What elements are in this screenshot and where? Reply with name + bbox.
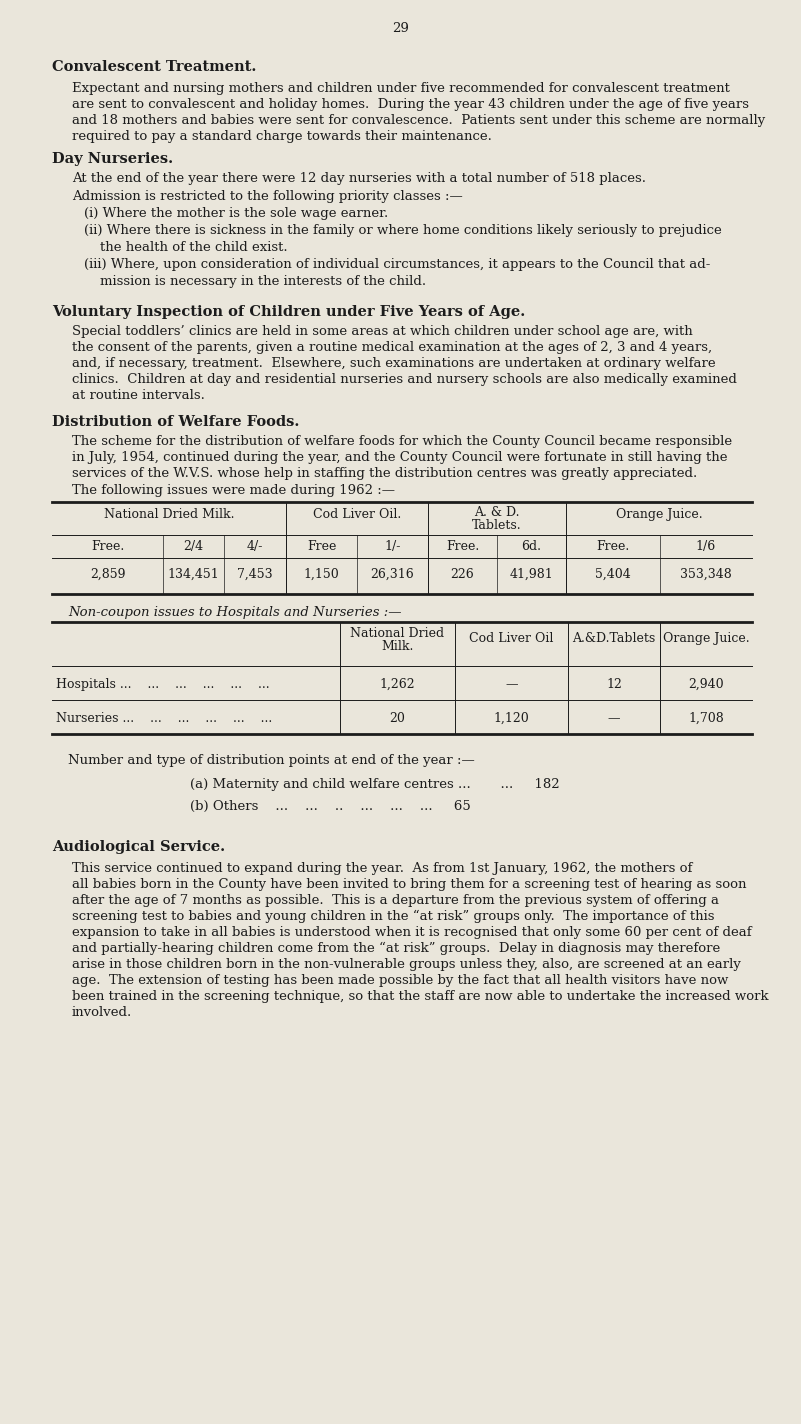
Text: 2/4: 2/4 (183, 540, 203, 553)
Text: Admission is restricted to the following priority classes :—: Admission is restricted to the following… (72, 189, 463, 204)
Text: 2,859: 2,859 (90, 568, 125, 581)
Text: 41,981: 41,981 (509, 568, 553, 581)
Text: —: — (608, 712, 620, 725)
Text: 1,120: 1,120 (493, 712, 529, 725)
Text: 6d.: 6d. (521, 540, 541, 553)
Text: Orange Juice.: Orange Juice. (616, 508, 702, 521)
Text: services of the W.V.S. whose help in staffing the distribution centres was great: services of the W.V.S. whose help in sta… (72, 467, 697, 480)
Text: Distribution of Welfare Foods.: Distribution of Welfare Foods. (52, 414, 300, 429)
Text: are sent to convalescent and holiday homes.  During the year 43 children under t: are sent to convalescent and holiday hom… (72, 98, 749, 111)
Text: 12: 12 (606, 678, 622, 691)
Text: and partially-hearing children come from the “at risk” groups.  Delay in diagnos: and partially-hearing children come from… (72, 943, 720, 956)
Text: Free.: Free. (446, 540, 479, 553)
Text: in July, 1954, continued during the year, and the County Council were fortunate : in July, 1954, continued during the year… (72, 451, 727, 464)
Text: and 18 mothers and babies were sent for convalescence.  Patients sent under this: and 18 mothers and babies were sent for … (72, 114, 765, 127)
Text: At the end of the year there were 12 day nurseries with a total number of 518 pl: At the end of the year there were 12 day… (72, 172, 646, 185)
Text: 26,316: 26,316 (371, 568, 414, 581)
Text: Convalescent Treatment.: Convalescent Treatment. (52, 60, 256, 74)
Text: 226: 226 (451, 568, 474, 581)
Text: Voluntary Inspection of Children under Five Years of Age.: Voluntary Inspection of Children under F… (52, 305, 525, 319)
Text: 1/6: 1/6 (696, 540, 716, 553)
Text: 134,451: 134,451 (167, 568, 219, 581)
Text: 4/-: 4/- (247, 540, 264, 553)
Text: Nurseries ...    ...    ...    ...    ...    ...: Nurseries ... ... ... ... ... ... (56, 712, 272, 725)
Text: 29: 29 (392, 21, 409, 36)
Text: (i) Where the mother is the sole wage earner.: (i) Where the mother is the sole wage ea… (84, 206, 388, 219)
Text: National Dried: National Dried (351, 627, 445, 639)
Text: 5,404: 5,404 (595, 568, 631, 581)
Text: Expectant and nursing mothers and children under five recommended for convalesce: Expectant and nursing mothers and childr… (72, 83, 730, 95)
Text: involved.: involved. (72, 1005, 132, 1020)
Text: This service continued to expand during the year.  As from 1st January, 1962, th: This service continued to expand during … (72, 862, 692, 874)
Text: The scheme for the distribution of welfare foods for which the County Council be: The scheme for the distribution of welfa… (72, 434, 732, 449)
Text: Tablets.: Tablets. (472, 518, 521, 533)
Text: expansion to take in all babies is understood when it is recognised that only so: expansion to take in all babies is under… (72, 926, 751, 938)
Text: (a) Maternity and child welfare centres ...       ...     182: (a) Maternity and child welfare centres … (190, 778, 560, 790)
Text: arise in those children born in the non-vulnerable groups unless they, also, are: arise in those children born in the non-… (72, 958, 741, 971)
Text: (iii) Where, upon consideration of individual circumstances, it appears to the C: (iii) Where, upon consideration of indiv… (84, 258, 710, 271)
Text: Cod Liver Oil.: Cod Liver Oil. (313, 508, 401, 521)
Text: 20: 20 (389, 712, 405, 725)
Text: after the age of 7 months as possible.  This is a departure from the previous sy: after the age of 7 months as possible. T… (72, 894, 719, 907)
Text: Audiological Service.: Audiological Service. (52, 840, 225, 854)
Text: A. & D.: A. & D. (474, 506, 520, 518)
Text: all babies born in the County have been invited to bring them for a screening te: all babies born in the County have been … (72, 879, 747, 891)
Text: mission is necessary in the interests of the child.: mission is necessary in the interests of… (100, 275, 426, 288)
Text: the health of the child exist.: the health of the child exist. (100, 241, 288, 253)
Text: Special toddlers’ clinics are held in some areas at which children under school : Special toddlers’ clinics are held in so… (72, 325, 693, 337)
Text: Free.: Free. (597, 540, 630, 553)
Text: Orange Juice.: Orange Juice. (662, 632, 749, 645)
Text: screening test to babies and young children in the “at risk” groups only.  The i: screening test to babies and young child… (72, 910, 714, 923)
Text: at routine intervals.: at routine intervals. (72, 389, 205, 402)
Text: Day Nurseries.: Day Nurseries. (52, 152, 173, 167)
Text: the consent of the parents, given a routine medical examination at the ages of 2: the consent of the parents, given a rout… (72, 340, 712, 355)
Text: 1,708: 1,708 (688, 712, 724, 725)
Text: —: — (505, 678, 517, 691)
Text: (b) Others    ...    ...    ..    ...    ...    ...     65: (b) Others ... ... .. ... ... ... 65 (190, 800, 471, 813)
Text: A.&D.Tablets: A.&D.Tablets (573, 632, 656, 645)
Text: 1,150: 1,150 (304, 568, 340, 581)
Text: clinics.  Children at day and residential nurseries and nursery schools are also: clinics. Children at day and residential… (72, 373, 737, 386)
Text: Cod Liver Oil: Cod Liver Oil (469, 632, 553, 645)
Text: The following issues were made during 1962 :—: The following issues were made during 19… (72, 484, 395, 497)
Text: 1,262: 1,262 (380, 678, 415, 691)
Text: been trained in the screening technique, so that the staff are now able to under: been trained in the screening technique,… (72, 990, 769, 1002)
Text: Non-coupon issues to Hospitals and Nurseries :—: Non-coupon issues to Hospitals and Nurse… (68, 607, 401, 619)
Text: and, if necessary, treatment.  Elsewhere, such examinations are undertaken at or: and, if necessary, treatment. Elsewhere,… (72, 357, 715, 370)
Text: (ii) Where there is sickness in the family or where home conditions likely serio: (ii) Where there is sickness in the fami… (84, 224, 722, 236)
Text: 7,453: 7,453 (237, 568, 273, 581)
Text: National Dried Milk.: National Dried Milk. (104, 508, 234, 521)
Text: Free: Free (307, 540, 336, 553)
Text: 1/-: 1/- (384, 540, 400, 553)
Text: Number and type of distribution points at end of the year :—: Number and type of distribution points a… (68, 753, 475, 768)
Text: 2,940: 2,940 (688, 678, 724, 691)
Text: age.  The extension of testing has been made possible by the fact that all healt: age. The extension of testing has been m… (72, 974, 728, 987)
Text: Hospitals ...    ...    ...    ...    ...    ...: Hospitals ... ... ... ... ... ... (56, 678, 270, 691)
Text: required to pay a standard charge towards their maintenance.: required to pay a standard charge toward… (72, 130, 492, 142)
Text: Milk.: Milk. (381, 639, 413, 654)
Text: Free.: Free. (91, 540, 124, 553)
Text: 353,348: 353,348 (680, 568, 732, 581)
